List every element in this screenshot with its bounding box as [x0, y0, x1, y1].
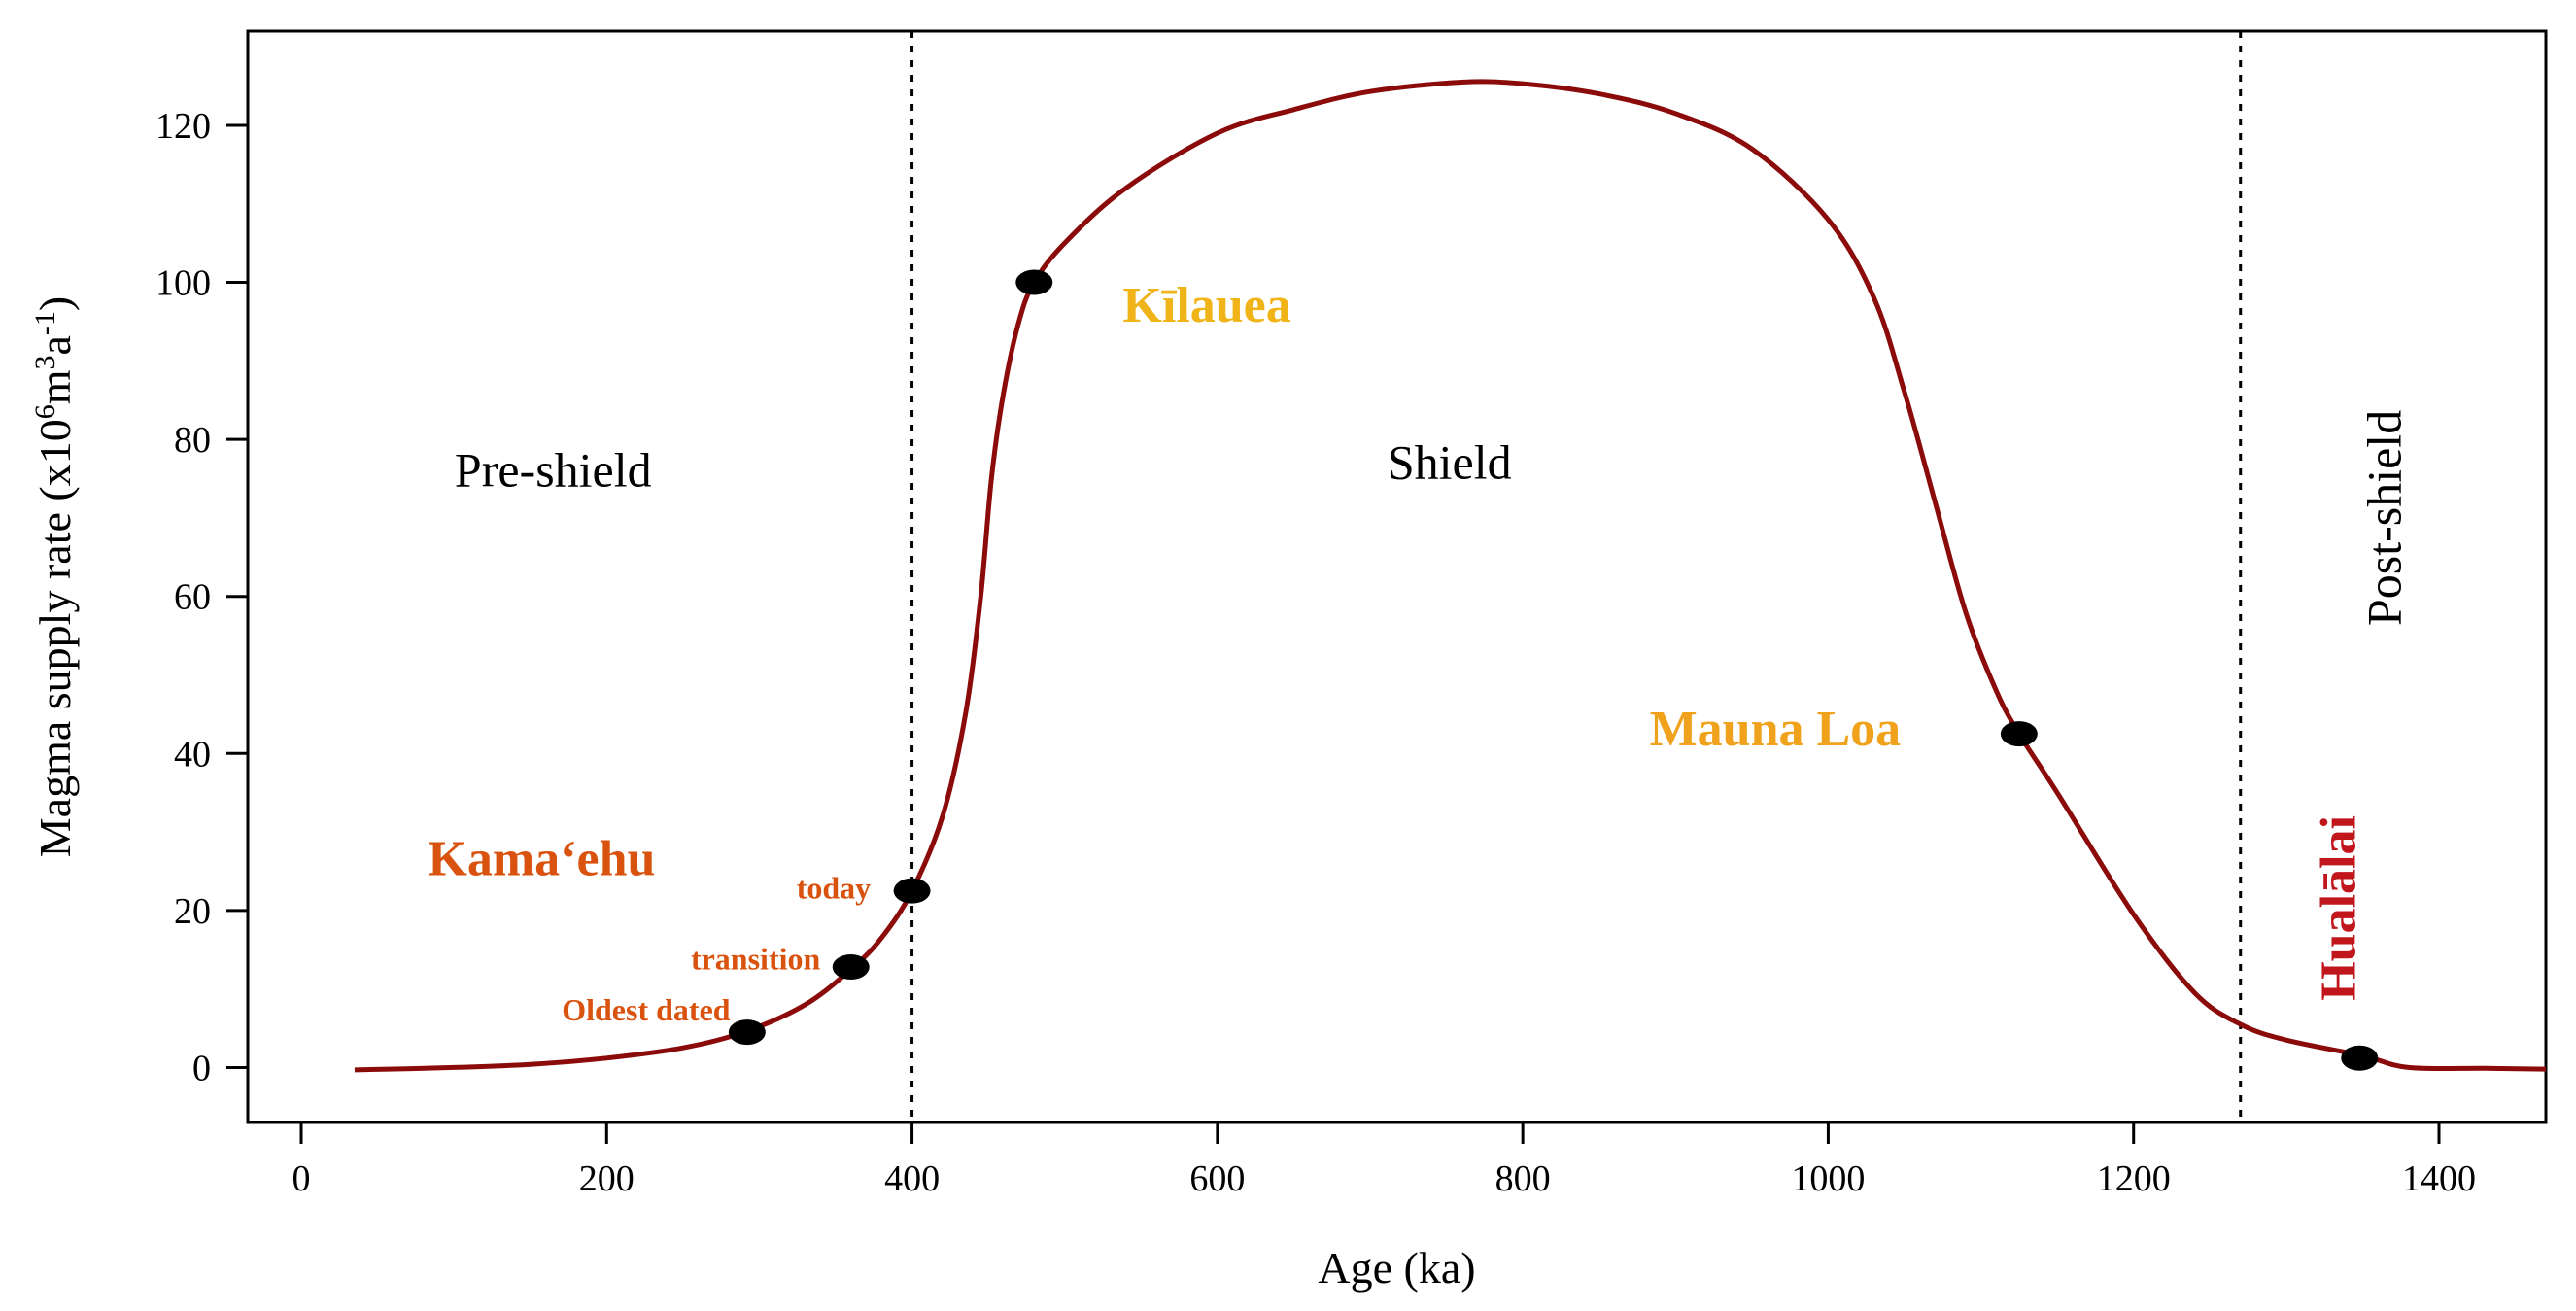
data-point-marker: [832, 954, 870, 981]
x-tick-label: 0: [292, 1158, 311, 1199]
y-axis-title-part: a: [30, 335, 80, 355]
volcano-label: Kamaʻehu: [428, 832, 655, 887]
phase-label: Post-shield: [2357, 410, 2412, 626]
plot-area: Pre-shield Shield Post-shield Kamaʻehu Kīlau…: [246, 29, 2548, 1124]
x-tick-label: 1400: [2402, 1158, 2476, 1199]
x-tick-label: 800: [1495, 1158, 1551, 1199]
y-tick-label: 60: [174, 577, 211, 618]
y-axis-title-part: ): [30, 296, 80, 311]
event-label: transition: [691, 941, 821, 976]
volcano-label: Kīlauea: [1122, 278, 1290, 333]
phase-label: Shield: [1388, 435, 1512, 490]
y-tick-label: 0: [192, 1048, 211, 1088]
x-tick-label: 200: [579, 1158, 635, 1199]
x-tick-label: 600: [1189, 1158, 1245, 1199]
y-axis-title-main: Magma supply rate (x10: [30, 419, 80, 857]
volcano-label: Hualālai: [2312, 815, 2367, 1001]
x-tick-label: 1000: [1791, 1158, 1865, 1199]
data-point-marker: [2341, 1045, 2379, 1071]
data-point-marker: [728, 1019, 766, 1046]
y-tick-label: 20: [174, 891, 211, 932]
event-label: today: [797, 871, 871, 906]
plot-frame: [246, 29, 2548, 1124]
y-axis-title: Magma supply rate (x106m3a-1): [29, 296, 80, 857]
data-point-marker: [893, 878, 931, 904]
y-axis-title-sup: 3: [29, 356, 61, 370]
y-tick-label: 40: [174, 734, 211, 775]
event-label: Oldest dated: [562, 992, 731, 1027]
y-axis-title-sup: -1: [29, 311, 61, 335]
data-point-marker: [2000, 721, 2038, 747]
phase-label: Pre-shield: [455, 443, 652, 498]
y-axis-title-sup: 6: [29, 404, 61, 419]
y-tick-label: 80: [174, 420, 211, 461]
x-tick-label: 400: [884, 1158, 940, 1199]
x-axis-title: Age (ka): [1318, 1243, 1475, 1293]
y-axis-title-part: m: [30, 369, 80, 404]
y-tick-label: 100: [155, 263, 211, 304]
x-axis: 0 200 400 600 800 1000 1200 1400: [292, 1122, 2476, 1199]
volcano-label: Mauna Loa: [1650, 702, 1902, 757]
y-axis: 0 20 40 60 80 100 120: [155, 106, 248, 1088]
y-tick-label: 120: [155, 106, 211, 147]
magma-supply-curve: [354, 79, 2547, 1073]
data-point-marker: [1015, 269, 1053, 295]
x-tick-label: 1200: [2097, 1158, 2171, 1199]
